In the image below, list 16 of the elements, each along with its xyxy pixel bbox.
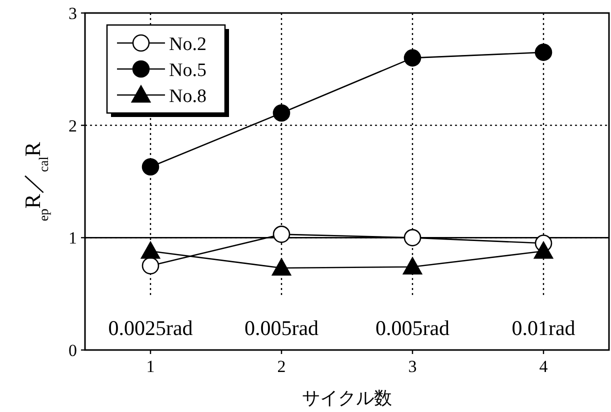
x-tick-label: 2 (277, 357, 286, 376)
x-tick-label: 4 (539, 357, 548, 376)
legend-label: No.8 (169, 86, 206, 107)
annotation: 0.0025rad (108, 316, 194, 340)
y-tick-label: 3 (68, 4, 77, 23)
legend-label: No.5 (169, 60, 206, 81)
annotation: 0.005rad (244, 316, 320, 340)
y-tick-label: 2 (68, 116, 77, 136)
legend-label: No.2 (169, 34, 206, 55)
x-tick-label: 3 (408, 357, 417, 376)
x-tick-label: 1 (146, 357, 155, 376)
y-tick-label: 1 (68, 228, 77, 248)
y-tick-label: 0 (68, 341, 77, 360)
annotation: 0.01rad (512, 316, 576, 340)
x-axis-title: サイクル数 (302, 388, 392, 408)
annotation: 0.005rad (375, 316, 450, 340)
